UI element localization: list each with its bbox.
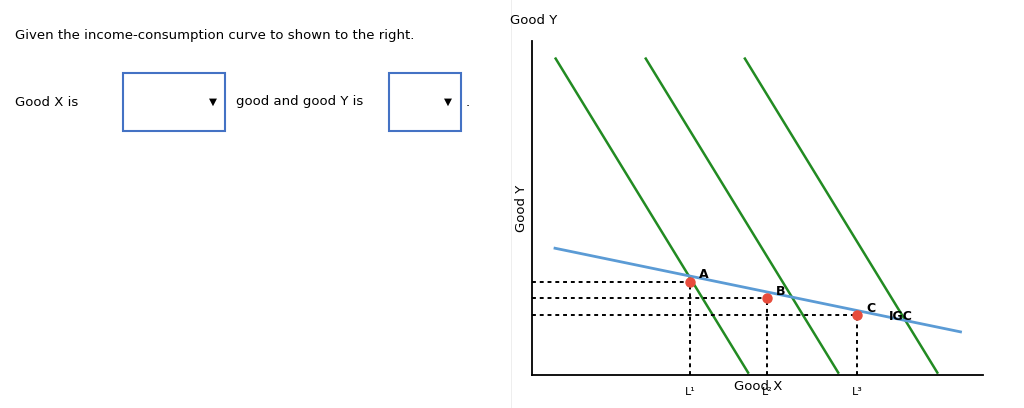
Bar bbox=[389, 73, 461, 131]
Text: L³: L³ bbox=[851, 387, 862, 397]
Text: L¹: L¹ bbox=[685, 387, 695, 397]
Text: A: A bbox=[699, 268, 709, 282]
Text: .: . bbox=[466, 95, 470, 109]
Text: ▼: ▼ bbox=[444, 97, 452, 107]
Text: good and good Y is: good and good Y is bbox=[236, 95, 362, 109]
X-axis label: Good X: Good X bbox=[733, 379, 782, 392]
Text: Good X is: Good X is bbox=[15, 95, 79, 109]
Text: L²: L² bbox=[762, 387, 772, 397]
Text: C: C bbox=[866, 302, 876, 315]
Text: Given the income-consumption curve to shown to the right.: Given the income-consumption curve to sh… bbox=[15, 29, 415, 42]
Text: Good Y: Good Y bbox=[510, 14, 557, 27]
Bar bbox=[123, 73, 225, 131]
Text: IGC: IGC bbox=[889, 310, 912, 323]
Text: ▼: ▼ bbox=[209, 97, 216, 107]
Text: B: B bbox=[776, 285, 785, 298]
Y-axis label: Good Y: Good Y bbox=[515, 184, 528, 232]
